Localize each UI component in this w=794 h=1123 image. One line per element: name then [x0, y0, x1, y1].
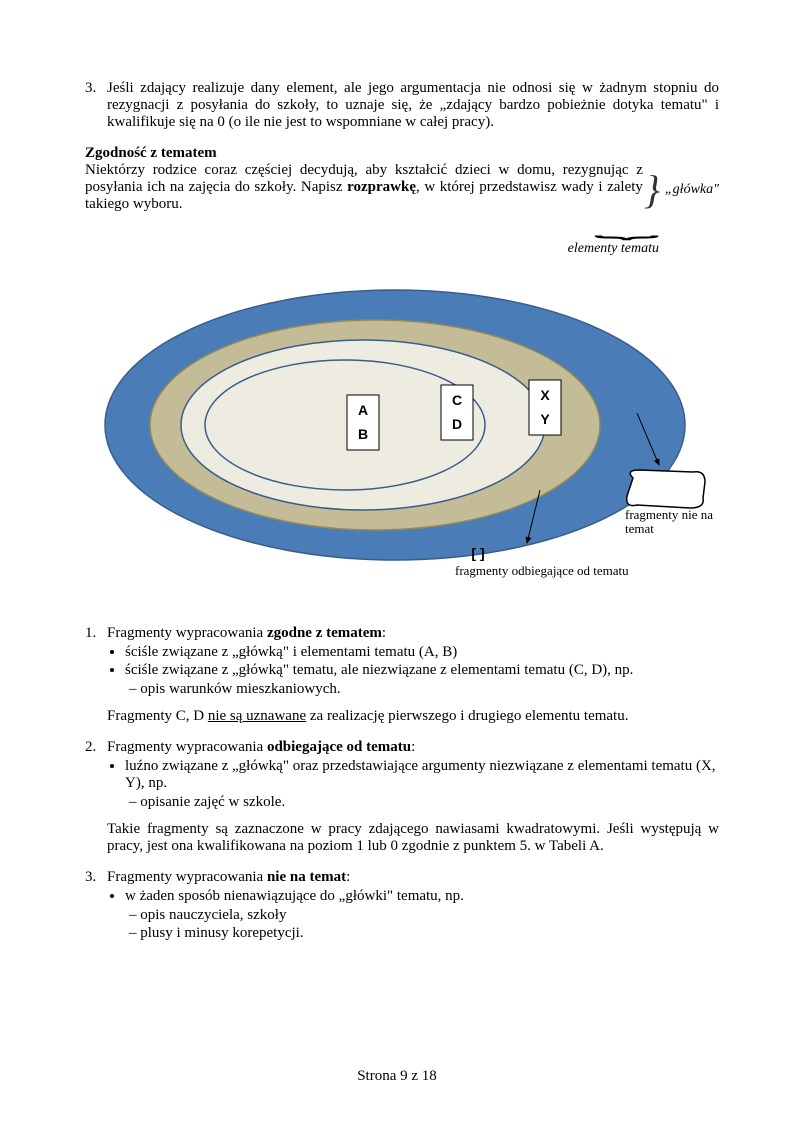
svg-text:X: X: [540, 387, 550, 403]
t: nie są uznawane: [208, 708, 306, 724]
list-3: 3. Fragmenty wypracowania nie na temat:: [85, 869, 719, 886]
list-item: ściśle związane z „główką" i elementami …: [125, 644, 719, 661]
dash-item: opis nauczyciela, szkoły: [85, 907, 719, 924]
list-2: 2. Fragmenty wypracowania odbiegające od…: [85, 739, 719, 756]
section-heading: Zgodność z tematem: [85, 145, 719, 162]
svg-text:C: C: [452, 392, 462, 408]
svg-text:B: B: [358, 426, 368, 442]
svg-text:fragmenty odbiegające od temat: fragmenty odbiegające od tematu: [455, 563, 629, 578]
brace-icon: }: [643, 162, 661, 212]
topic-block: Niektórzy rodzice coraz częściej decyduj…: [85, 162, 719, 213]
t: :: [346, 869, 350, 885]
svg-text:temat: temat: [625, 521, 654, 536]
t: odbiegające od tematu: [267, 739, 411, 755]
list-num: 1.: [85, 625, 107, 642]
list-1-bullets: ściśle związane z „główką" i elementami …: [85, 644, 719, 679]
dash-item: opisanie zajęć w szkole.: [85, 794, 719, 811]
dash-item: plusy i minusy korepetycji.: [85, 925, 719, 942]
elementy-row: ⏟ elementy tematu: [85, 215, 719, 257]
list-intro: Fragmenty wypracowania zgodne z tematem:: [107, 625, 719, 642]
glowka-label: „główka": [661, 162, 719, 198]
dash-item: opis warunków mieszkaniowych.: [85, 681, 719, 698]
t: Fragmenty C, D: [107, 708, 208, 724]
svg-text:D: D: [452, 416, 462, 432]
t: Fragmenty wypracowania: [107, 739, 267, 755]
list-2-bullets: luźno związane z „główką" oraz przedstaw…: [85, 758, 719, 792]
list-1-after: Fragmenty C, D nie są uznawane za realiz…: [107, 708, 719, 725]
venn-diagram: AB CD XY [ ] fragmenty odbiegające od tema…: [85, 275, 719, 595]
para-num: 3.: [85, 80, 107, 131]
list-item: ściśle związane z „główką" tematu, ale n…: [125, 662, 719, 679]
t: :: [411, 739, 415, 755]
svg-text:fragmenty nie na: fragmenty nie na: [625, 507, 713, 522]
page: 3. Jeśli zdający realizuje dany element,…: [0, 0, 794, 1123]
list-num: 2.: [85, 739, 107, 756]
list-item: w żaden sposób nienawiązujące do „główki…: [125, 888, 719, 905]
t: zgodne z tematem: [267, 625, 382, 641]
underbrace-icon: ⏟: [593, 213, 639, 239]
t: :: [382, 625, 386, 641]
t: Fragmenty wypracowania: [107, 869, 267, 885]
page-footer: Strona 9 z 18: [0, 1068, 794, 1085]
list-2-after: Takie fragmenty są zaznaczone w pracy zd…: [107, 821, 719, 855]
para-body: Jeśli zdający realizuje dany element, al…: [107, 80, 719, 131]
topic-bold: rozprawkę: [347, 179, 416, 195]
t: Fragmenty wypracowania: [107, 625, 267, 641]
list-1: 1. Fragmenty wypracowania zgodne z temat…: [85, 625, 719, 642]
paragraph-3: 3. Jeśli zdający realizuje dany element,…: [85, 80, 719, 131]
topic-text: Niektórzy rodzice coraz częściej decyduj…: [85, 162, 643, 213]
list-item: luźno związane z „główką" oraz przedstaw…: [125, 758, 719, 792]
list-num: 3.: [85, 869, 107, 886]
svg-text:Y: Y: [540, 411, 550, 427]
t: za realizację pierwszego i drugiego elem…: [306, 708, 628, 724]
list-intro: Fragmenty wypracowania odbiegające od te…: [107, 739, 719, 756]
t: nie na temat: [267, 869, 346, 885]
elementy-label: elementy tematu: [568, 241, 659, 256]
svg-text:[ ]: [ ]: [471, 545, 484, 561]
svg-text:A: A: [358, 402, 368, 418]
list-intro: Fragmenty wypracowania nie na temat:: [107, 869, 719, 886]
list-3-bullets: w żaden sposób nienawiązujące do „główki…: [85, 888, 719, 905]
